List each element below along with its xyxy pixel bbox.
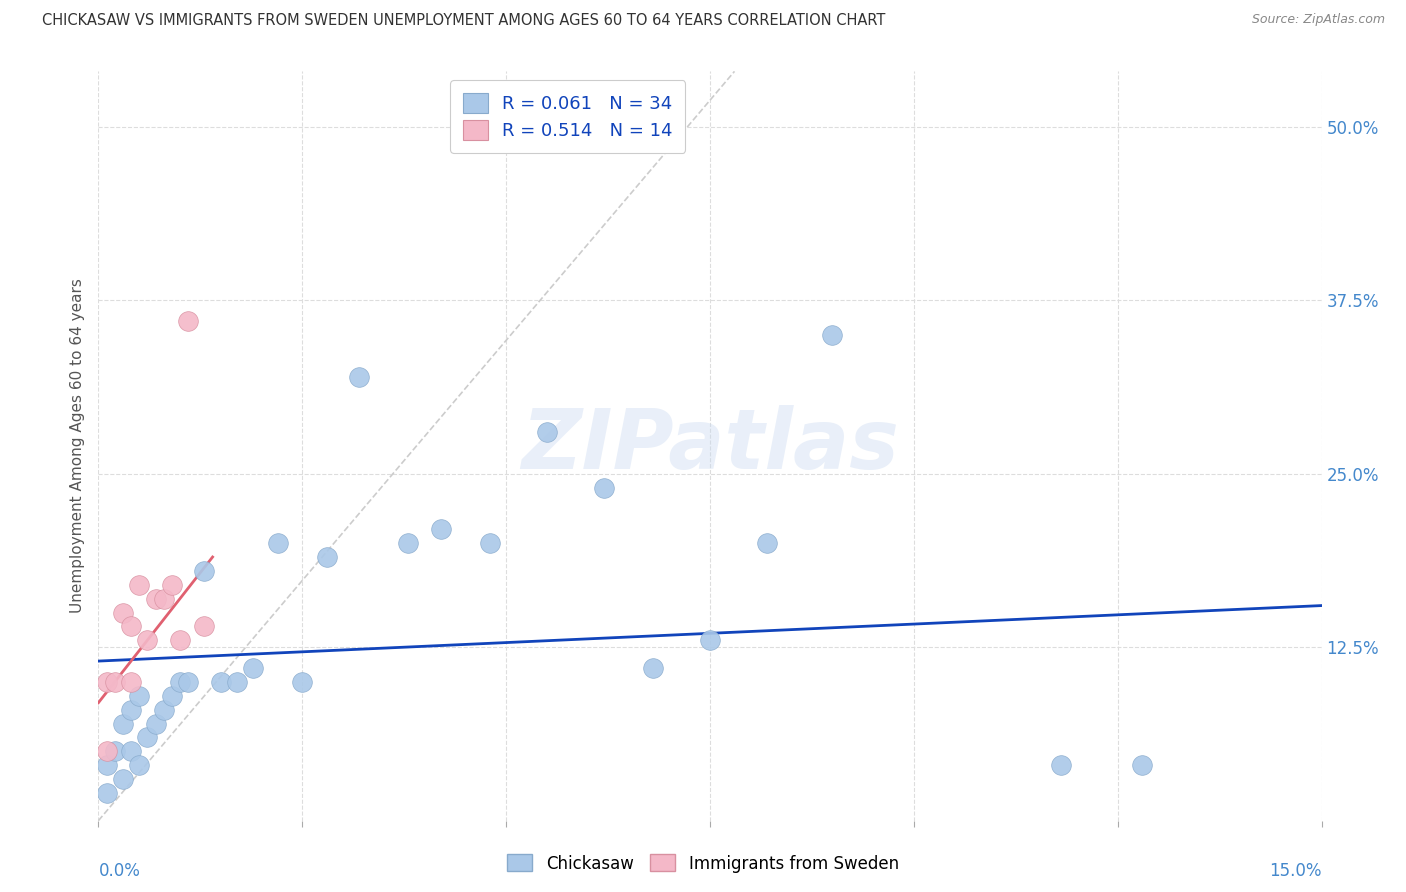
Point — [96, 786, 118, 800]
Legend: R = 0.061   N = 34, R = 0.514   N = 14: R = 0.061 N = 34, R = 0.514 N = 14 — [450, 80, 686, 153]
Point — [111, 606, 134, 620]
Text: 0.0%: 0.0% — [98, 862, 141, 880]
Point — [209, 674, 232, 689]
Text: Source: ZipAtlas.com: Source: ZipAtlas.com — [1251, 13, 1385, 27]
Point — [756, 536, 779, 550]
Point — [104, 744, 127, 758]
Point — [267, 536, 290, 550]
Point — [396, 536, 419, 550]
Point — [291, 674, 314, 689]
Point — [821, 328, 844, 343]
Point — [177, 674, 200, 689]
Text: CHICKASAW VS IMMIGRANTS FROM SWEDEN UNEMPLOYMENT AMONG AGES 60 TO 64 YEARS CORRE: CHICKASAW VS IMMIGRANTS FROM SWEDEN UNEM… — [42, 13, 886, 29]
Point — [128, 758, 150, 772]
Point — [111, 772, 134, 786]
Text: 15.0%: 15.0% — [1270, 862, 1322, 880]
Point — [1049, 758, 1071, 772]
Point — [96, 744, 118, 758]
Y-axis label: Unemployment Among Ages 60 to 64 years: Unemployment Among Ages 60 to 64 years — [69, 278, 84, 614]
Point — [478, 536, 501, 550]
Point — [120, 744, 142, 758]
Point — [160, 578, 183, 592]
Point — [96, 758, 118, 772]
Text: ZIPatlas: ZIPatlas — [522, 406, 898, 486]
Point — [536, 425, 558, 439]
Point — [315, 549, 337, 564]
Point — [193, 564, 215, 578]
Point — [193, 619, 215, 633]
Point — [120, 674, 142, 689]
Point — [104, 674, 127, 689]
Point — [349, 369, 371, 384]
Point — [242, 661, 264, 675]
Point — [128, 578, 150, 592]
Point — [699, 633, 721, 648]
Point — [128, 689, 150, 703]
Point — [145, 591, 167, 606]
Point — [169, 674, 191, 689]
Point — [177, 314, 200, 328]
Point — [152, 703, 174, 717]
Point — [641, 661, 664, 675]
Point — [111, 716, 134, 731]
Point — [120, 619, 142, 633]
Point — [136, 731, 159, 745]
Point — [136, 633, 159, 648]
Point — [96, 674, 118, 689]
Point — [1130, 758, 1153, 772]
Point — [593, 481, 616, 495]
Point — [120, 703, 142, 717]
Point — [145, 716, 167, 731]
Point — [152, 591, 174, 606]
Point — [169, 633, 191, 648]
Point — [430, 522, 453, 536]
Legend: Chickasaw, Immigrants from Sweden: Chickasaw, Immigrants from Sweden — [501, 847, 905, 880]
Point — [160, 689, 183, 703]
Point — [226, 674, 249, 689]
